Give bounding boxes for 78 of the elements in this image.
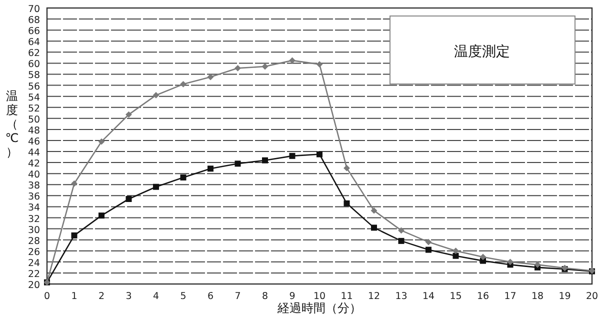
y-tick-label: 46 [28, 136, 40, 148]
y-tick-label: 64 [28, 37, 40, 48]
y-tick-label: 40 [28, 170, 40, 181]
point [234, 160, 241, 167]
title-box: 温度測定 [390, 16, 576, 84]
y-tick-label: 60 [28, 59, 40, 70]
point [452, 248, 459, 254]
y-tick-label: 52 [28, 103, 40, 114]
y-tick-label: 24 [28, 258, 40, 269]
y-tick-label: 54 [28, 92, 40, 104]
point [398, 238, 404, 244]
point [316, 151, 322, 158]
x-tick-label: 17 [504, 291, 516, 302]
y-tick-label: 56 [28, 81, 40, 92]
x-tick-label: 4 [152, 291, 160, 302]
y-tick-label: 20 [28, 280, 40, 291]
point [289, 152, 296, 159]
point [507, 258, 514, 266]
y-tick-label: 66 [28, 26, 40, 38]
x-axis-title: 経過時間（分） [276, 301, 362, 315]
y-tick-label: 68 [28, 15, 40, 26]
x-tick-label: 1 [71, 291, 78, 302]
point [262, 157, 268, 164]
point [480, 254, 486, 260]
x-tick-label: 2 [98, 291, 105, 302]
x-tick-label: 13 [395, 291, 408, 302]
y-tick-label: 30 [28, 224, 40, 236]
y-tick-label: 38 [28, 180, 40, 192]
point [234, 64, 241, 72]
y-tick-label: 70 [28, 4, 40, 15]
point [371, 224, 377, 231]
x-tick-label: 9 [289, 291, 296, 302]
point [425, 238, 432, 246]
x-tick-label: 15 [450, 291, 462, 302]
y-tick-label: 32 [28, 214, 40, 225]
y-tick-label: 26 [28, 246, 40, 258]
point [153, 184, 159, 190]
x-tick-label: 7 [234, 291, 241, 302]
y-tick-label: 62 [28, 48, 40, 60]
x-tick-label: 11 [340, 291, 353, 302]
point [452, 252, 459, 259]
x-tick-label: 8 [262, 291, 268, 302]
y-tick-label: 48 [28, 125, 40, 136]
point [534, 261, 541, 268]
y-tick-label: 50 [28, 114, 40, 126]
x-tick-label: 5 [180, 291, 186, 302]
point [208, 166, 214, 172]
x-tick-label: 16 [476, 291, 490, 302]
x-tick-label: 14 [422, 291, 435, 302]
x-tick-label: 6 [207, 291, 214, 302]
y-tick-label: 36 [28, 192, 40, 203]
x-tick-label: 0 [44, 291, 50, 302]
point [126, 196, 132, 202]
y-tick-label: 22 [28, 268, 40, 280]
point [71, 232, 78, 238]
point [426, 246, 432, 253]
x-tick-label: 18 [531, 291, 544, 302]
point [344, 164, 350, 172]
point [180, 174, 186, 180]
x-tick-label: 12 [368, 291, 380, 302]
y-tick-label: 34 [28, 202, 40, 214]
point [98, 212, 104, 219]
y-axis-title: 温度（℃） [5, 89, 19, 159]
point [262, 63, 268, 70]
x-tick-label: 19 [558, 291, 571, 302]
y-tick-label: 44 [28, 148, 40, 159]
y-tick-label: 58 [28, 70, 40, 82]
point [370, 207, 378, 214]
point [344, 200, 350, 206]
point [98, 138, 105, 145]
point [289, 57, 296, 64]
point [180, 80, 186, 88]
x-tick-label: 20 [586, 291, 598, 302]
point [207, 74, 214, 80]
y-tick-label: 42 [28, 158, 40, 170]
x-tick-label: 10 [313, 291, 326, 302]
y-tick-label: 28 [28, 236, 40, 247]
x-tick-label: 3 [126, 291, 132, 302]
